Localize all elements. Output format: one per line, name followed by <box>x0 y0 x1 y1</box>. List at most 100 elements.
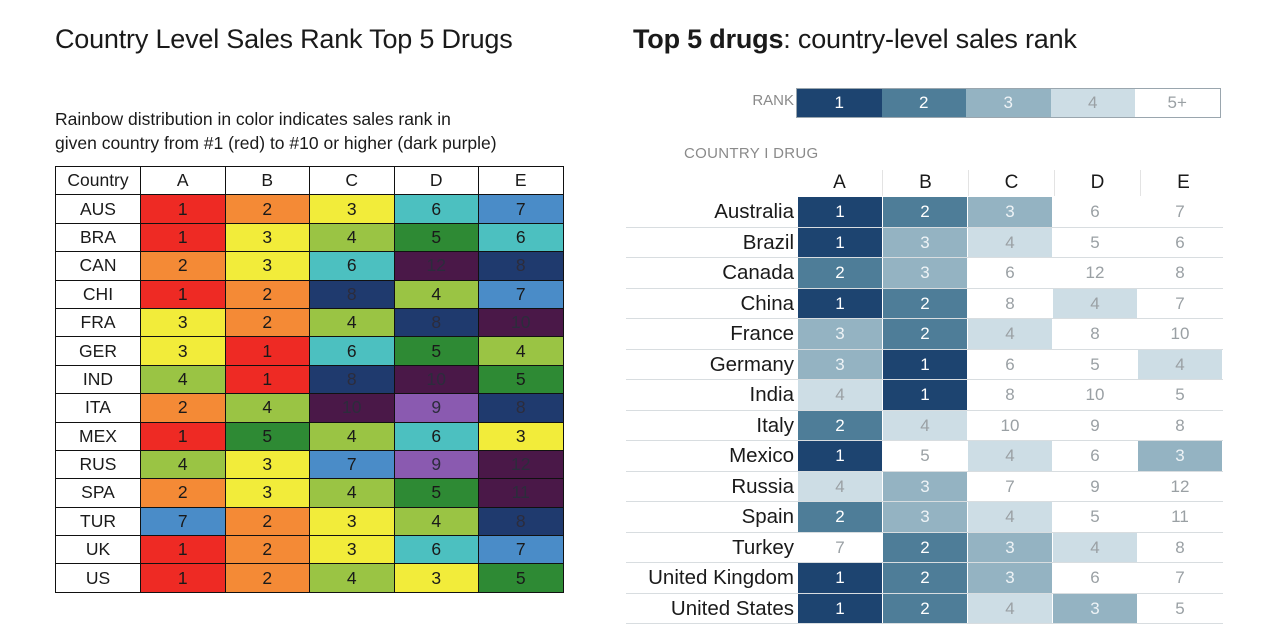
heatmap-cell: 7 <box>968 471 1052 501</box>
heatmap-cell: 2 <box>883 288 967 318</box>
country-code-cell: GER <box>55 336 141 366</box>
rank-legend-swatch: 5+ <box>1135 89 1220 117</box>
rank-cell: 1 <box>140 279 226 309</box>
table-row: UK 1 2 3 6 7 <box>55 535 564 565</box>
heatmap-cell: 2 <box>883 563 967 593</box>
rank-cell: 5 <box>393 336 479 366</box>
heatmap-cell: 8 <box>968 288 1052 318</box>
drug-column-header: E <box>478 165 564 196</box>
heatmap-cell: 4 <box>883 410 967 440</box>
heatmap-cell: 1 <box>883 380 967 410</box>
rank-cell: 3 <box>140 307 226 338</box>
rank-cell: 1 <box>140 563 226 593</box>
rank-legend-label: RANK <box>752 92 794 109</box>
rank-cell: 8 <box>393 307 479 338</box>
table-row: IND 4 1 8 10 5 <box>55 364 564 395</box>
heatmap-cell: 2 <box>883 532 967 562</box>
table-row: BRA 1 3 4 5 6 <box>55 222 564 253</box>
rank-cell: 7 <box>478 194 564 224</box>
left-chart-subtitle: Rainbow distribution in color indicates … <box>55 107 615 155</box>
left-chart-title: Country Level Sales Rank Top 5 Drugs <box>55 24 513 54</box>
heatmap-cell: 7 <box>1138 197 1222 227</box>
country-name: United Kingdom <box>648 566 794 589</box>
rank-cell: 3 <box>309 506 395 537</box>
heatmap-cell: 5 <box>883 441 967 471</box>
heatmap-column-header: A <box>833 172 846 193</box>
rank-cell: 7 <box>140 506 226 537</box>
drug-column-header: C <box>309 165 395 196</box>
rank-cell: 5 <box>224 421 310 451</box>
rank-cell: 7 <box>478 535 564 565</box>
heatmap-row: India 4 1 8 10 5 <box>626 380 1223 411</box>
rank-cell: 4 <box>393 506 479 537</box>
heatmap-cell: 3 <box>968 197 1052 227</box>
country-code-cell: BRA <box>55 222 141 253</box>
heatmap-row: United Kingdom 1 2 3 6 7 <box>626 563 1223 594</box>
heatmap-row: Turkey 7 2 3 4 8 <box>626 532 1223 563</box>
heatmap-cell: 6 <box>1138 227 1222 257</box>
heatmap-row: China 1 2 8 4 7 <box>626 288 1223 319</box>
heatmap-column-header: E <box>1140 170 1226 196</box>
drug-column-header: A <box>140 165 226 196</box>
heatmap-cell: 1 <box>798 593 882 623</box>
country-code-cell: TUR <box>55 506 141 537</box>
rank-legend: 1 2 3 4 5+ <box>796 88 1221 118</box>
rank-cell: 3 <box>224 478 310 508</box>
rank-cell: 3 <box>478 421 564 451</box>
heatmap-cell: 10 <box>968 410 1052 440</box>
heatmap-cell: 3 <box>1053 593 1137 623</box>
heatmap-cell: 7 <box>1138 288 1222 318</box>
heatmap-cell: 4 <box>968 441 1052 471</box>
rank-cell: 10 <box>478 307 564 338</box>
rank-cell: 2 <box>224 563 310 593</box>
rank-cell: 1 <box>224 364 310 395</box>
rank-cell: 4 <box>224 393 310 423</box>
heatmap-cell: 3 <box>1138 441 1222 471</box>
heatmap-cell: 1 <box>798 288 882 318</box>
country-drug-label: COUNTRY I DRUG <box>684 145 819 162</box>
heatmap-cell: 5 <box>1138 380 1222 410</box>
heatmap-cell: 3 <box>798 319 882 349</box>
country-name: Russia <box>731 474 794 498</box>
heatmap-cell: 8 <box>1138 258 1222 288</box>
heatmap-column-header: D <box>1054 170 1140 196</box>
heatmap-cell: 9 <box>1053 410 1137 440</box>
rank-cell: 4 <box>309 563 395 593</box>
country-code-cell: CAN <box>55 251 141 281</box>
heatmap-cell: 1 <box>798 441 882 471</box>
country-name: Canada <box>722 261 794 284</box>
heatmap-row: Australia 1 2 3 6 7 <box>626 197 1223 228</box>
rank-cell: 10 <box>393 364 479 395</box>
heatmap-cell: 3 <box>883 258 967 288</box>
heatmap-cell: 5 <box>1138 593 1222 623</box>
rank-cell: 1 <box>140 421 226 451</box>
rank-legend-swatch: 2 <box>881 89 966 117</box>
table-row: CHI 1 2 8 4 7 <box>55 279 564 309</box>
table-row: ITA 2 4 10 9 8 <box>55 393 564 423</box>
heatmap-row: Italy 2 4 10 9 8 <box>626 410 1223 441</box>
heatmap-row: Brazil 1 3 4 5 6 <box>626 227 1223 258</box>
rank-cell: 2 <box>224 194 310 224</box>
country-name: Germany <box>709 352 794 376</box>
heatmap-cell: 3 <box>883 227 967 257</box>
heatmap-row: United States 1 2 4 3 5 <box>626 593 1223 624</box>
rank-cell: 4 <box>140 364 226 395</box>
rank-legend-swatch: 1 <box>797 89 882 117</box>
heatmap-cell: 1 <box>883 349 967 379</box>
heatmap-cell: 2 <box>883 319 967 349</box>
rank-cell: 3 <box>309 194 395 224</box>
country-code-cell: RUS <box>55 449 141 480</box>
heatmap-cell: 5 <box>1053 349 1137 379</box>
rank-cell: 3 <box>309 535 395 565</box>
table-row: MEX 1 5 4 6 3 <box>55 421 564 451</box>
heatmap-row: Mexico 1 5 4 6 3 <box>626 441 1223 472</box>
heatmap-column-header: C <box>968 170 1054 196</box>
heatmap-cell: 2 <box>798 258 882 288</box>
country-code-cell: UK <box>55 535 141 565</box>
heatmap-rows: Australia 1 2 3 6 7 Brazil 1 3 4 5 6 Canada 2 3 6 12 8 Chi… <box>626 197 1223 624</box>
heatmap-cell: 6 <box>968 349 1052 379</box>
table-row: TUR 7 2 3 4 8 <box>55 506 564 537</box>
